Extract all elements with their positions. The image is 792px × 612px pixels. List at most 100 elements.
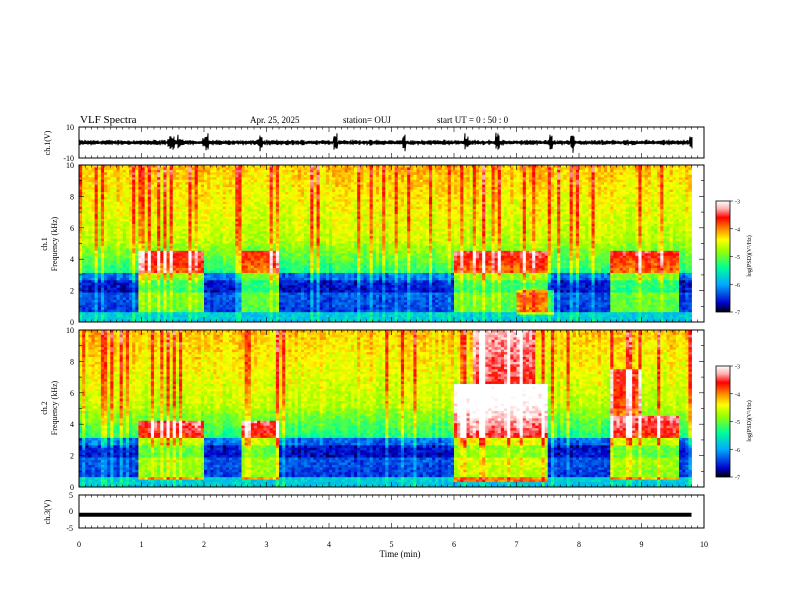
spectrogram-cell [172, 214, 177, 217]
spectrogram-cell [504, 196, 508, 200]
spectrogram-cell [479, 194, 483, 198]
spectrogram-cell [444, 201, 449, 205]
spectrogram-cell [682, 209, 686, 213]
spectrogram-cell [657, 206, 661, 210]
spectrogram-cell [647, 187, 652, 190]
spectrogram-cell [210, 196, 214, 200]
spectrogram-cell [222, 218, 227, 222]
spectrogram-cell [191, 177, 196, 181]
spectrogram-cell [382, 187, 386, 190]
spectrogram-cell [229, 211, 233, 215]
spectrogram-cell [422, 211, 427, 215]
spectrogram-cell [104, 172, 108, 176]
spectrogram-cell [107, 182, 111, 186]
spectrogram-cell [522, 187, 527, 190]
spectrogram-cell [485, 194, 489, 198]
spectrogram-cell [610, 191, 614, 195]
spectrogram-cell [372, 199, 377, 203]
spectrogram-cell [450, 218, 455, 222]
spectrogram-cell [419, 169, 424, 173]
spectrogram-cell [679, 196, 683, 200]
spectrogram-cell [238, 199, 242, 203]
spectrogram-cell [472, 194, 477, 198]
spectrogram-cell [138, 194, 142, 198]
spectrogram-cell [482, 204, 486, 208]
spectrogram-cell [185, 216, 189, 220]
spectrogram-cell [316, 189, 321, 193]
spectrogram-cell [347, 179, 352, 183]
spectrogram-cell [404, 172, 408, 176]
spectrogram-cell [294, 184, 299, 188]
spectrogram-cell [563, 174, 567, 178]
spectrogram-cell [344, 194, 349, 198]
spectrogram-cell [247, 214, 252, 217]
spectrogram-cell [372, 165, 377, 168]
spectrogram-cell [310, 201, 314, 205]
spectrogram-cell [454, 201, 458, 205]
spectrogram-cell [494, 196, 499, 200]
spectrogram-cell [429, 199, 433, 203]
spectrogram-cell [607, 167, 611, 171]
spectrogram-cell [269, 204, 274, 208]
spectrogram-cell [554, 184, 558, 188]
spectrogram-cell [488, 177, 492, 181]
spectrogram-cell [91, 187, 96, 190]
spectrogram-cell [116, 191, 121, 195]
spectrogram-cell [432, 211, 436, 215]
spectrogram-cell [300, 196, 305, 200]
spectrogram-cell [85, 179, 89, 183]
spectrogram-cell [222, 201, 227, 205]
spectrogram-cell [175, 218, 180, 222]
spectrogram-cell [588, 209, 592, 213]
spectrogram-cell [360, 211, 364, 215]
spectrogram-cell [344, 199, 349, 203]
spectrogram-cell [497, 184, 502, 188]
spectrogram-cell [160, 223, 164, 227]
spectrogram-cell [625, 189, 630, 193]
spectrogram-cell [197, 218, 202, 222]
spectrogram-cell [657, 189, 661, 193]
spectrogram-cell [366, 187, 371, 190]
spectrogram-cell [650, 209, 655, 213]
spectrogram-cell [566, 211, 571, 215]
spectrogram-cell [632, 204, 636, 208]
spectrogram-cell [322, 221, 327, 225]
spectrogram-cell [560, 194, 564, 198]
spectrogram-cell [500, 179, 505, 183]
spectrogram-cell [675, 206, 680, 210]
spectrogram-cell [435, 191, 439, 195]
spectrogram-cell [457, 204, 461, 208]
spectrogram-cell [482, 206, 486, 210]
spectrogram-cell [422, 223, 427, 227]
spectrogram-cell [319, 214, 324, 217]
spectrogram-cell [485, 209, 489, 213]
spectrogram-cell [566, 187, 571, 190]
spectrogram-cell [135, 204, 139, 208]
spectrogram-cell [288, 223, 292, 227]
spectrogram-cell [82, 165, 86, 168]
spectrogram-cell [347, 211, 352, 215]
spectrogram-cell [519, 223, 524, 227]
spectrogram-cell [413, 182, 417, 186]
spectrogram-cell [157, 167, 161, 171]
spectrogram-cell [579, 199, 583, 203]
spectrogram-cell [429, 182, 433, 186]
spectrogram-cell [216, 218, 221, 222]
spectrogram-cell [188, 214, 192, 217]
spectrogram-cell [625, 211, 630, 215]
spectrogram-cell [304, 223, 308, 227]
spectrogram-cell [610, 187, 614, 190]
spectrogram-cell [116, 194, 121, 198]
spectrogram-cell [338, 223, 342, 227]
spectrogram-cell [525, 201, 530, 205]
spectrogram-cell [291, 172, 296, 176]
spectrogram-cell [232, 223, 236, 227]
spectrogram-cell [132, 226, 136, 230]
spectrogram-cell [600, 165, 605, 168]
spectrogram-cell [241, 226, 246, 230]
spectrogram-cell [425, 184, 430, 188]
spectrogram-cell [494, 221, 499, 225]
spectrogram-cell [191, 223, 196, 227]
spectrogram-cell [438, 221, 442, 225]
spectrogram-cell [660, 172, 664, 176]
